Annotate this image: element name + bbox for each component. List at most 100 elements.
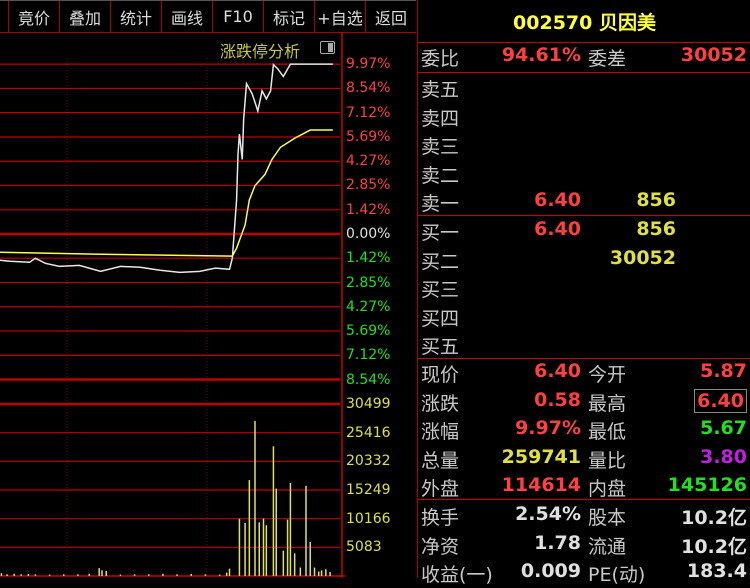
limit-analysis-title: 涨跌停分析: [220, 42, 301, 61]
price-axis-label: 0.00%: [346, 226, 391, 242]
volume-axis-label: 10166: [346, 510, 391, 527]
stat-value: 145126: [667, 474, 747, 496]
finance-label: 收益(一): [421, 564, 493, 586]
bid-label: 买一: [421, 222, 460, 244]
bid-row: 买三: [418, 275, 750, 303]
divider: [418, 42, 750, 43]
bid-row: 买二 30052: [418, 247, 750, 275]
stat-label: 外盘: [421, 478, 460, 500]
finance-value: 10.2亿: [681, 535, 747, 558]
bid-price: 6.40: [534, 218, 581, 240]
weicha-value: 30052: [680, 44, 747, 66]
stat-label: 量比: [588, 449, 627, 472]
ask-price: 6.40: [534, 189, 581, 211]
toolbar-button-1[interactable]: 叠加: [59, 1, 110, 32]
price-axis-label: 7.12%: [346, 347, 391, 364]
finance-value: 183.4: [686, 560, 747, 582]
stock-title: 002570 贝因美: [513, 12, 656, 34]
stat-value: 114614: [501, 474, 581, 496]
ask-label: 卖四: [421, 107, 460, 130]
stat-value: 3.80: [700, 445, 747, 468]
divider: [418, 358, 750, 359]
price-axis-label: 5.69%: [346, 322, 391, 339]
ask-row: 卖五: [418, 75, 750, 103]
finance-row: 净资 1.78 流通 10.2亿: [418, 532, 750, 560]
bid-row: 买五: [418, 332, 750, 360]
toolbar-button-4[interactable]: F10: [212, 1, 263, 32]
price-axis-label: 1.42%: [346, 250, 391, 267]
bid-volume: 30052: [609, 246, 676, 269]
finance-value: 2.54%: [515, 503, 581, 525]
stat-row: 外盘 114614 内盘 145126: [418, 474, 750, 502]
stat-label: 最低: [588, 421, 627, 443]
stat-value: 6.40: [694, 388, 747, 413]
bid-label: 买二: [421, 250, 460, 273]
stat-label: 最高: [588, 392, 627, 415]
finance-row: 收益(一) 0.009 PE(动) 183.4: [418, 560, 750, 588]
price-axis-label: 2.85%: [346, 274, 391, 291]
bid-row: 买四: [418, 304, 750, 332]
toolbar-button-7[interactable]: 返回: [365, 1, 416, 32]
stat-row: 涨跌 0.58 最高 6.40: [418, 388, 750, 417]
stat-value: 6.40: [534, 360, 581, 382]
price-axis-label: 4.27%: [346, 298, 391, 315]
volume-axis-label: 5083: [346, 539, 382, 556]
divider: [418, 215, 750, 216]
stat-row: 现价 6.40 今开 5.87: [418, 360, 750, 388]
weibi-value: 94.61%: [501, 44, 581, 66]
ask-row: 卖一 6.40 856: [418, 189, 750, 217]
ask-row: 卖三: [418, 132, 750, 160]
toolbar: 竟价 叠加 统计 画线 F10 标记 +自选 返回: [0, 0, 416, 33]
divider: [418, 72, 750, 73]
ask-row: 卖二: [418, 161, 750, 189]
finance-label: PE(动): [588, 564, 646, 586]
stat-value: 259741: [501, 445, 581, 468]
ask-label: 卖五: [421, 79, 460, 101]
ask-label: 卖一: [421, 193, 460, 215]
toolbar-button-0[interactable]: 竟价: [8, 1, 59, 32]
finance-value: 10.2亿: [681, 507, 747, 529]
price-axis-label: 8.54%: [346, 80, 391, 97]
average-price-line: [0, 129, 333, 257]
stat-value: 9.97%: [515, 417, 581, 439]
finance-value: 1.78: [534, 531, 581, 554]
weibi-row: 委比 94.61% 委差 30052: [418, 44, 750, 72]
price-axis-label: 9.97%: [346, 56, 391, 73]
finance-row: 换手 2.54% 股本 10.2亿: [418, 503, 750, 531]
volume-axis-label: 25416: [346, 424, 391, 441]
stat-label: 内盘: [588, 478, 627, 500]
divider: [418, 499, 750, 500]
bid-label: 买三: [421, 279, 460, 301]
toolbar-button-2[interactable]: 统计: [110, 1, 161, 32]
ask-label: 卖三: [421, 136, 460, 158]
quote-panel: 002570 贝因美 委比 94.61% 委差 30052 卖五 卖四 卖三 卖二 卖一…: [417, 0, 750, 586]
stat-label: 今开: [588, 364, 627, 386]
toolbar-button-6[interactable]: +自选: [314, 1, 365, 32]
panel-toggle-icon[interactable]: [320, 41, 335, 54]
toolbar-button-3[interactable]: 画线: [161, 1, 212, 32]
stat-row: 总量 259741 量比 3.80: [418, 446, 750, 474]
price-axis-label: 8.54%: [346, 371, 391, 388]
stat-value: 0.58: [534, 388, 581, 411]
finance-label: 股本: [588, 507, 627, 529]
volume-axis-label: 20332: [346, 453, 391, 470]
price-axis-label: 1.42%: [346, 201, 391, 218]
stat-label: 现价: [421, 364, 460, 386]
finance-label: 流通: [588, 535, 627, 558]
stat-label: 涨幅: [421, 421, 460, 443]
price-axis-label: 7.12%: [346, 104, 391, 121]
bid-label: 买四: [421, 307, 460, 330]
ask-label: 卖二: [421, 164, 460, 187]
stat-label: 涨跌: [421, 392, 460, 415]
ask-volume: 856: [636, 189, 676, 211]
price-axis-label: 4.27%: [346, 153, 391, 170]
bid-volume: 856: [636, 218, 676, 240]
price-line: [0, 62, 333, 274]
stat-row: 涨幅 9.97% 最低 5.67: [418, 417, 750, 445]
toolbar-button-5[interactable]: 标记: [263, 1, 314, 32]
intraday-chart: [0, 33, 345, 578]
weicha-label: 委差: [588, 48, 627, 70]
volume-axis-label: 15249: [346, 482, 391, 498]
finance-label: 净资: [421, 535, 460, 558]
bid-row: 买一 6.40 856: [418, 218, 750, 246]
